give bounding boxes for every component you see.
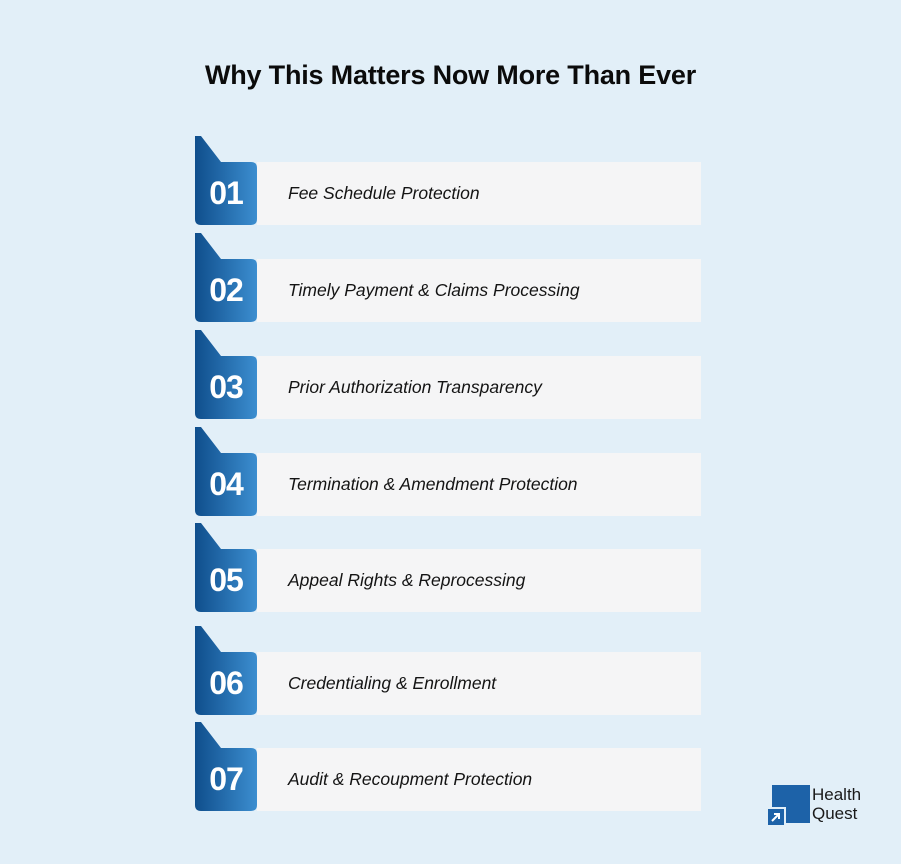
list-item: Prior Authorization Transparency 03 xyxy=(195,330,705,420)
health-quest-logo: Health Quest xyxy=(766,785,876,827)
logo-line-1: Health xyxy=(812,785,862,804)
list-item: Fee Schedule Protection 01 xyxy=(195,136,705,226)
item-number: 02 xyxy=(209,272,244,308)
list-item: Appeal Rights & Reprocessing 05 xyxy=(195,523,705,613)
item-number: 04 xyxy=(209,466,244,502)
item-label: Fee Schedule Protection xyxy=(288,183,480,203)
item-number: 03 xyxy=(209,369,244,405)
item-label: Audit & Recoupment Protection xyxy=(288,769,533,789)
item-label: Appeal Rights & Reprocessing xyxy=(288,570,526,590)
item-bar xyxy=(257,549,701,612)
item-bar xyxy=(257,453,701,516)
number-badge: 02 xyxy=(195,233,259,323)
item-number: 05 xyxy=(209,562,244,598)
number-badge: 04 xyxy=(195,427,259,517)
item-label: Credentialing & Enrollment xyxy=(288,673,497,693)
list-item: Termination & Amendment Protection 04 xyxy=(195,427,705,517)
item-number: 06 xyxy=(209,665,244,701)
logo-line-2: Quest xyxy=(812,804,858,823)
item-bar xyxy=(257,748,701,811)
item-label: Prior Authorization Transparency xyxy=(288,377,542,397)
item-label: Timely Payment & Claims Processing xyxy=(288,280,580,300)
list-item: Credentialing & Enrollment 06 xyxy=(195,626,705,716)
item-number: 01 xyxy=(209,175,244,211)
number-badge: 03 xyxy=(195,330,259,420)
item-label: Termination & Amendment Protection xyxy=(288,474,578,494)
number-badge: 06 xyxy=(195,626,259,716)
logo-text: Health Quest xyxy=(812,785,861,823)
number-badge: 07 xyxy=(195,722,259,812)
item-bar xyxy=(257,162,701,225)
item-bar xyxy=(257,652,701,715)
item-number: 07 xyxy=(209,761,244,797)
item-bar xyxy=(257,259,701,322)
list-item: Timely Payment & Claims Processing 02 xyxy=(195,233,705,323)
logo-arrow-icon xyxy=(766,807,786,827)
number-badge: 05 xyxy=(195,523,259,613)
page-title: Why This Matters Now More Than Ever xyxy=(204,60,697,90)
number-badge: 01 xyxy=(195,136,259,226)
item-bar xyxy=(257,356,701,419)
list-item: Audit & Recoupment Protection 07 xyxy=(195,722,705,812)
